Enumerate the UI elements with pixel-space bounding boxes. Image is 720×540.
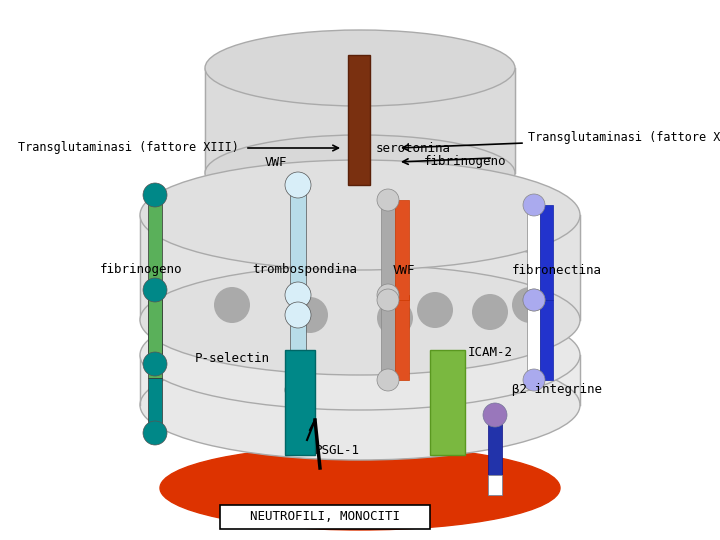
Circle shape: [143, 352, 167, 376]
Circle shape: [377, 369, 399, 391]
Bar: [395, 295, 409, 380]
Bar: [540, 205, 553, 300]
Bar: [430, 350, 465, 455]
Bar: [148, 290, 162, 327]
Text: VWF: VWF: [265, 156, 287, 168]
Circle shape: [472, 210, 508, 246]
Bar: [381, 295, 395, 380]
Ellipse shape: [140, 300, 580, 410]
Bar: [148, 195, 162, 378]
Bar: [285, 350, 315, 455]
Circle shape: [512, 217, 548, 253]
Circle shape: [417, 292, 453, 328]
Text: Transglutaminasi (fattore XIII): Transglutaminasi (fattore XIII): [528, 132, 720, 145]
Circle shape: [523, 369, 545, 391]
Text: β2 integrine: β2 integrine: [512, 383, 602, 396]
Bar: [148, 327, 162, 364]
Circle shape: [285, 302, 311, 328]
Circle shape: [512, 287, 548, 323]
Circle shape: [143, 183, 167, 207]
Bar: [527, 205, 540, 300]
Circle shape: [472, 294, 508, 330]
Text: ICAM-2: ICAM-2: [468, 346, 513, 359]
Circle shape: [143, 421, 167, 445]
Bar: [527, 300, 540, 380]
Circle shape: [523, 289, 545, 311]
Ellipse shape: [140, 265, 580, 375]
Text: trombospondina: trombospondina: [252, 264, 357, 276]
Circle shape: [483, 403, 507, 427]
Circle shape: [292, 297, 328, 333]
Bar: [395, 200, 409, 300]
Circle shape: [417, 212, 453, 248]
Ellipse shape: [205, 30, 515, 106]
Bar: [540, 300, 553, 380]
Ellipse shape: [160, 446, 560, 530]
Text: Transglutaminasi (fattore XIII): Transglutaminasi (fattore XIII): [18, 141, 239, 154]
Text: NEUTROFILI, MONOCITI: NEUTROFILI, MONOCITI: [250, 510, 400, 523]
Circle shape: [377, 300, 413, 336]
Circle shape: [143, 278, 167, 302]
Bar: [148, 378, 162, 433]
Circle shape: [377, 189, 399, 211]
Circle shape: [214, 222, 250, 258]
Circle shape: [523, 194, 545, 216]
Text: serotonina: serotonina: [376, 141, 451, 154]
Circle shape: [285, 172, 311, 198]
Bar: [381, 200, 395, 300]
Bar: [290, 295, 306, 390]
Text: fibrinogeno: fibrinogeno: [100, 264, 182, 276]
Circle shape: [523, 289, 545, 311]
Text: P-selectin: P-selectin: [195, 352, 270, 365]
Circle shape: [285, 282, 311, 308]
Circle shape: [377, 289, 399, 311]
Text: VWF: VWF: [393, 264, 415, 276]
Text: fibronectina: fibronectina: [512, 264, 602, 276]
Text: PSGL-1: PSGL-1: [315, 443, 360, 456]
Bar: [488, 475, 502, 495]
Circle shape: [214, 287, 250, 323]
Circle shape: [292, 210, 328, 246]
Bar: [290, 185, 306, 315]
Ellipse shape: [140, 350, 580, 460]
Circle shape: [285, 377, 311, 403]
Bar: [220, 505, 430, 529]
Text: fibrinogeno: fibrinogeno: [424, 156, 506, 168]
Circle shape: [377, 284, 399, 306]
Ellipse shape: [140, 160, 580, 270]
Ellipse shape: [205, 135, 515, 211]
Bar: [348, 55, 370, 185]
Circle shape: [377, 206, 413, 242]
Bar: [488, 415, 502, 495]
